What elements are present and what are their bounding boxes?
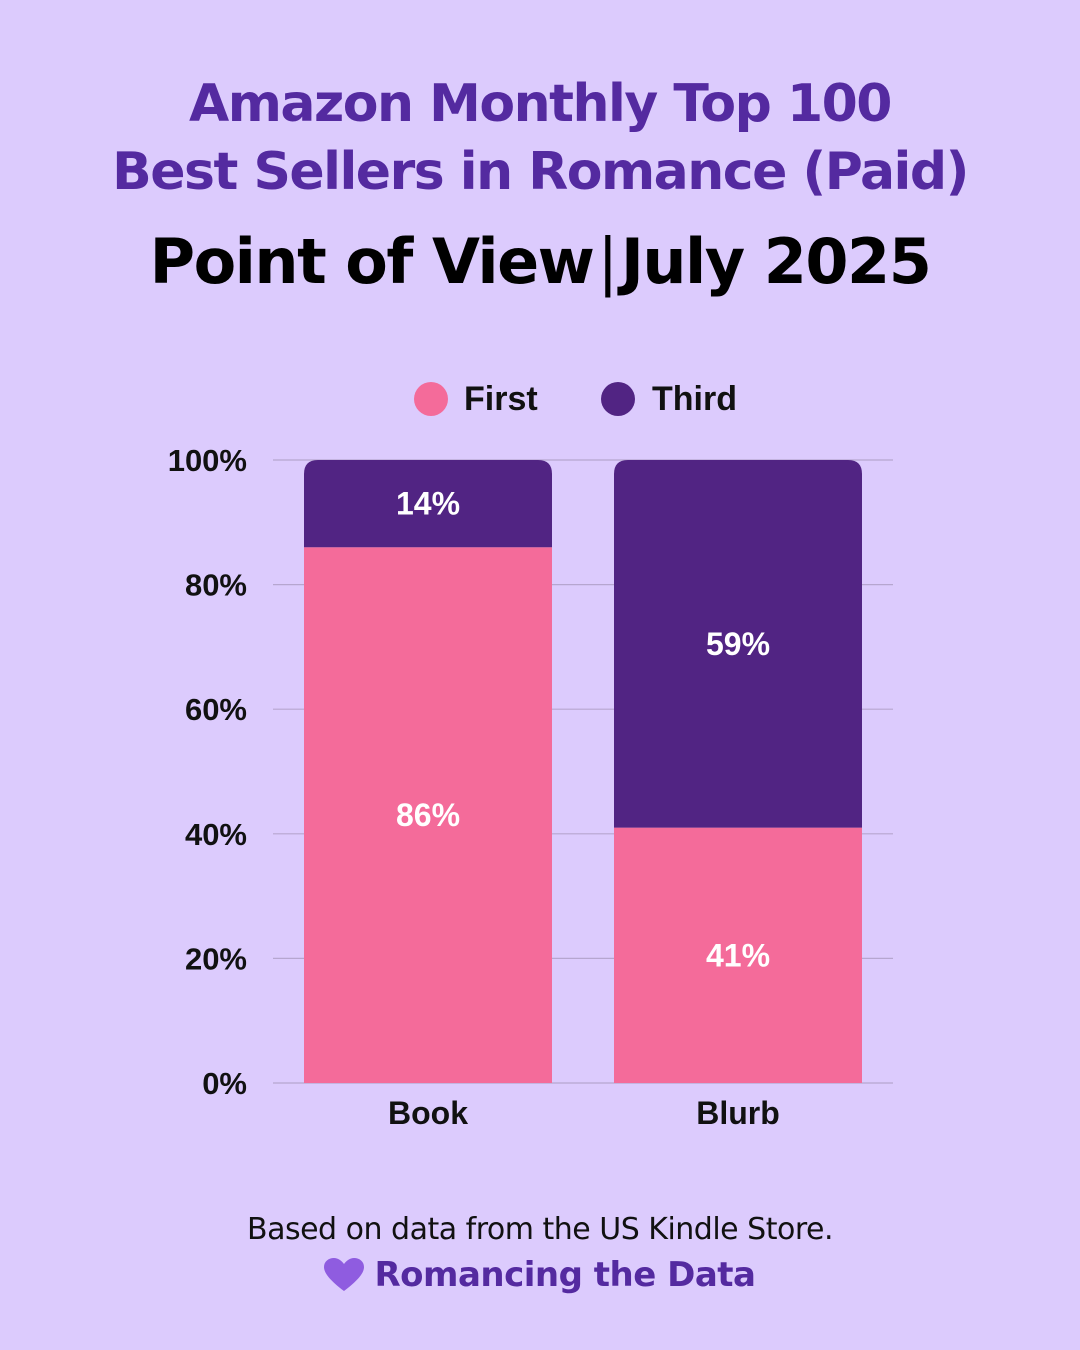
subtitle-topic: Point of View <box>149 225 595 298</box>
data-label: 86% <box>396 797 460 833</box>
y-tick-label: 0% <box>202 1066 247 1101</box>
y-axis-ticks: 0% 20% 40% 60% 80% 100% <box>168 443 247 1101</box>
y-tick-label: 80% <box>185 568 247 603</box>
y-tick-label: 60% <box>185 692 247 727</box>
bar-segment-first-blurb <box>614 827 862 1083</box>
heart-icon <box>324 1258 365 1291</box>
legend-label-third: Third <box>652 380 737 418</box>
y-tick-label: 40% <box>185 817 247 852</box>
subtitle-date: July 2025 <box>620 225 932 298</box>
bar-segment-third-book <box>304 460 552 548</box>
legend: First Third <box>414 380 737 418</box>
brand-name: Romancing the Data <box>374 1255 756 1295</box>
footer-note: Based on data from the US Kindle Store. <box>246 1212 834 1247</box>
data-label: 59% <box>706 626 770 662</box>
bar-segment-third-blurb <box>614 460 862 828</box>
legend-swatch-third <box>601 382 635 416</box>
y-tick-label: 20% <box>185 941 247 976</box>
chart-subtitle: Point of View|July 2025 <box>0 222 1080 302</box>
chart-title-line1: Amazon Monthly Top 100 <box>189 74 892 134</box>
y-tick-label: 100% <box>168 443 247 478</box>
data-label: 41% <box>706 937 770 973</box>
bars: 86% 14% 41% 59% <box>304 460 862 1083</box>
bar-segment-first-book <box>304 547 552 1083</box>
legend-label-first: First <box>464 380 538 418</box>
legend-swatch-first <box>414 382 448 416</box>
x-category-label: Book <box>388 1095 468 1131</box>
stacked-bar-chart: First Third 86% 14% 41% 59% 0% 20% 40% 60% 80% 10… <box>168 380 893 1131</box>
x-category-label: Blurb <box>696 1095 780 1131</box>
brand: Romancing the Data <box>0 1255 1080 1295</box>
data-label: 14% <box>396 486 460 522</box>
x-axis-categories: Book Blurb <box>388 1095 780 1131</box>
chart-title-line2: Best Sellers in Romance (Paid) <box>112 142 969 202</box>
subtitle-separator: | <box>597 225 618 298</box>
